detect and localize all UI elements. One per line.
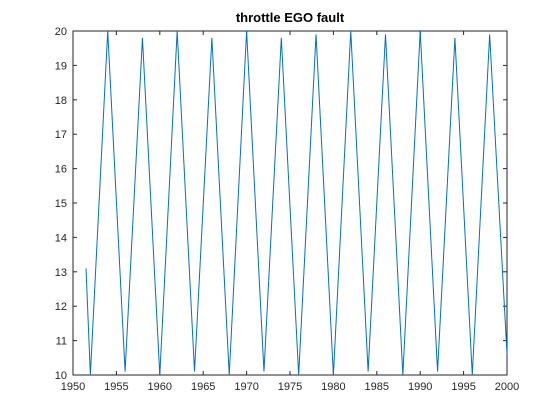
x-tick-label: 1990 [408, 381, 432, 393]
x-tick-label: 1965 [191, 381, 215, 393]
x-tick-label: 1980 [321, 381, 345, 393]
y-tick-label: 18 [55, 95, 67, 107]
y-tick-label: 10 [55, 370, 67, 382]
y-tick-label: 14 [55, 232, 67, 244]
x-tick-label: 1950 [61, 381, 85, 393]
x-tick-label: 1960 [148, 381, 172, 393]
x-tick-label: 1975 [278, 381, 302, 393]
x-tick-label: 2000 [495, 381, 519, 393]
x-tick-label: 1985 [365, 381, 389, 393]
y-tick-label: 20 [55, 26, 67, 38]
y-tick-label: 17 [55, 129, 67, 141]
y-tick-label: 13 [55, 267, 67, 279]
series-line-1 [85, 30, 508, 376]
x-tick-label: 1970 [234, 381, 258, 393]
y-tick-label: 11 [56, 336, 67, 348]
x-tick-label: 1955 [104, 381, 128, 393]
plot-area: 1950 1955 1960 1965 1970 1975 1980 1985 1990 1995… [55, 26, 519, 393]
y-tick-label: 16 [55, 164, 67, 176]
x-tick-label: 1995 [451, 381, 475, 393]
y-tick-label: 19 [55, 60, 67, 72]
chart-title: throttle EGO fault [236, 10, 345, 25]
y-tick-label: 15 [55, 198, 67, 210]
y-tick-label: 12 [55, 301, 67, 313]
